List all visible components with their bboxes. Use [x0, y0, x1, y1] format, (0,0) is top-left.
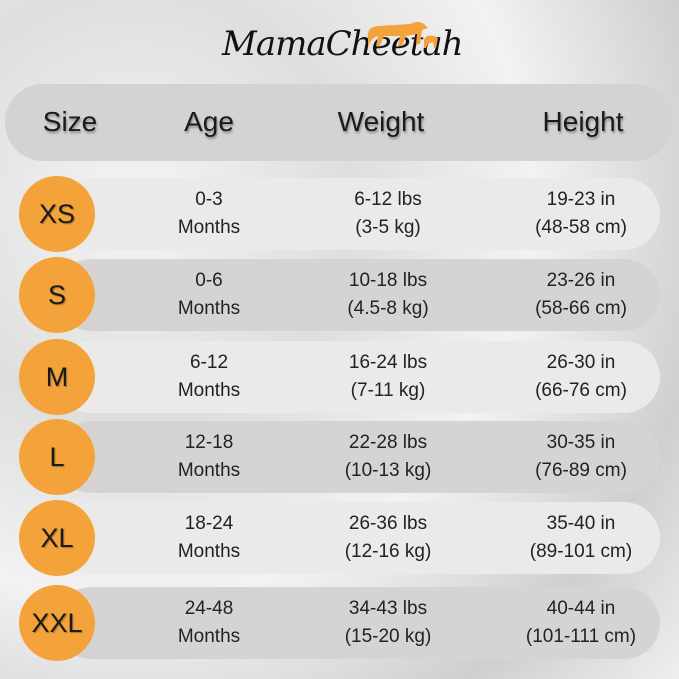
height-cm: (101-111 cm) — [525, 626, 637, 647]
weight-kg: (15-20 kg) — [344, 626, 432, 647]
age-unit: Months — [177, 217, 241, 238]
size-badge: XXL — [19, 585, 95, 661]
height-cm: (48-58 cm) — [535, 217, 627, 238]
cheetah-icon — [367, 22, 438, 48]
height-cm: (89-101 cm) — [529, 541, 633, 562]
height-cell: 23-26 in (58-66 cm) — [535, 267, 627, 323]
weight-kg: (4.5-8 kg) — [347, 298, 429, 319]
height-in: 23-26 in — [546, 270, 616, 291]
age-cell: 18-24 Months — [178, 510, 240, 566]
age-unit: Months — [177, 380, 241, 401]
weight-cell: 34-43 lbs (15-20 kg) — [345, 595, 432, 651]
height-in: 35-40 in — [546, 513, 616, 534]
weight-kg: (3-5 kg) — [355, 217, 421, 238]
header-weight: Weight — [337, 106, 425, 137]
brand-logo: MamaCheetah — [222, 18, 464, 70]
size-badge: M — [19, 339, 95, 415]
height-cell: 19-23 in (48-58 cm) — [535, 186, 627, 242]
height-in: 40-44 in — [546, 598, 616, 619]
height-in: 19-23 in — [546, 189, 616, 210]
size-badge: XS — [19, 176, 95, 252]
height-cm: (76-89 cm) — [535, 460, 627, 481]
weight-lbs: 22-28 lbs — [348, 432, 428, 453]
header-height: Height — [542, 106, 624, 137]
age-cell: 6-12 Months — [178, 349, 240, 405]
height-cm: (66-76 cm) — [535, 380, 627, 401]
weight-cell: 16-24 lbs (7-11 kg) — [349, 349, 427, 405]
age-cell: 0-3 Months — [178, 186, 240, 242]
weight-cell: 26-36 lbs (12-16 kg) — [345, 510, 432, 566]
age-cell: 12-18 Months — [178, 429, 240, 485]
size-badge: XL — [19, 500, 95, 576]
height-in: 30-35 in — [546, 432, 616, 453]
size-badge: L — [19, 419, 95, 495]
age-range: 24-48 — [184, 598, 234, 619]
table-row: 0-6 Months 10-18 lbs (4.5-8 kg) 23-26 in (58-… — [55, 259, 660, 331]
weight-lbs: 16-24 lbs — [348, 352, 428, 373]
header-age: Age — [184, 106, 234, 137]
age-cell: 0-6 Months — [178, 267, 240, 323]
weight-cell: 6-12 lbs (3-5 kg) — [354, 186, 422, 242]
weight-lbs: 6-12 lbs — [354, 189, 422, 210]
height-cell: 30-35 in (76-89 cm) — [535, 429, 627, 485]
age-unit: Months — [177, 298, 241, 319]
age-range: 12-18 — [184, 432, 234, 453]
age-unit: Months — [177, 626, 241, 647]
age-range: 0-6 — [195, 270, 223, 291]
weight-cell: 22-28 lbs (10-13 kg) — [345, 429, 432, 485]
age-range: 0-3 — [195, 189, 223, 210]
height-cell: 26-30 in (66-76 cm) — [535, 349, 627, 405]
weight-cell: 10-18 lbs (4.5-8 kg) — [347, 267, 428, 323]
weight-lbs: 34-43 lbs — [348, 598, 428, 619]
brand-name: MamaCheetah — [222, 24, 464, 64]
table-row: 0-3 Months 6-12 lbs (3-5 kg) 19-23 in (48-58 … — [55, 178, 660, 250]
header-size: Size — [42, 106, 98, 137]
weight-kg: (12-16 kg) — [344, 541, 432, 562]
height-in: 26-30 in — [546, 352, 616, 373]
age-range: 6-12 — [189, 352, 229, 373]
height-cm: (58-66 cm) — [535, 298, 627, 319]
age-unit: Months — [177, 460, 241, 481]
height-cell: 40-44 in (101-111 cm) — [526, 595, 636, 651]
table-row: 18-24 Months 26-36 lbs (12-16 kg) 35-40 in (8… — [55, 502, 660, 574]
weight-kg: (10-13 kg) — [344, 460, 432, 481]
size-badge: S — [19, 257, 95, 333]
table-header: Size Age Weight Height — [5, 84, 673, 161]
weight-kg: (7-11 kg) — [350, 380, 426, 401]
weight-lbs: 26-36 lbs — [348, 513, 428, 534]
age-range: 18-24 — [184, 513, 234, 534]
age-unit: Months — [177, 541, 241, 562]
age-cell: 24-48 Months — [178, 595, 240, 651]
table-row: 24-48 Months 34-43 lbs (15-20 kg) 40-44 in (1… — [55, 587, 660, 659]
table-row: 6-12 Months 16-24 lbs (7-11 kg) 26-30 in (66-… — [55, 341, 660, 413]
table-row: 12-18 Months 22-28 lbs (10-13 kg) 30-35 in (7… — [55, 421, 660, 493]
weight-lbs: 10-18 lbs — [348, 270, 428, 291]
height-cell: 35-40 in (89-101 cm) — [530, 510, 632, 566]
